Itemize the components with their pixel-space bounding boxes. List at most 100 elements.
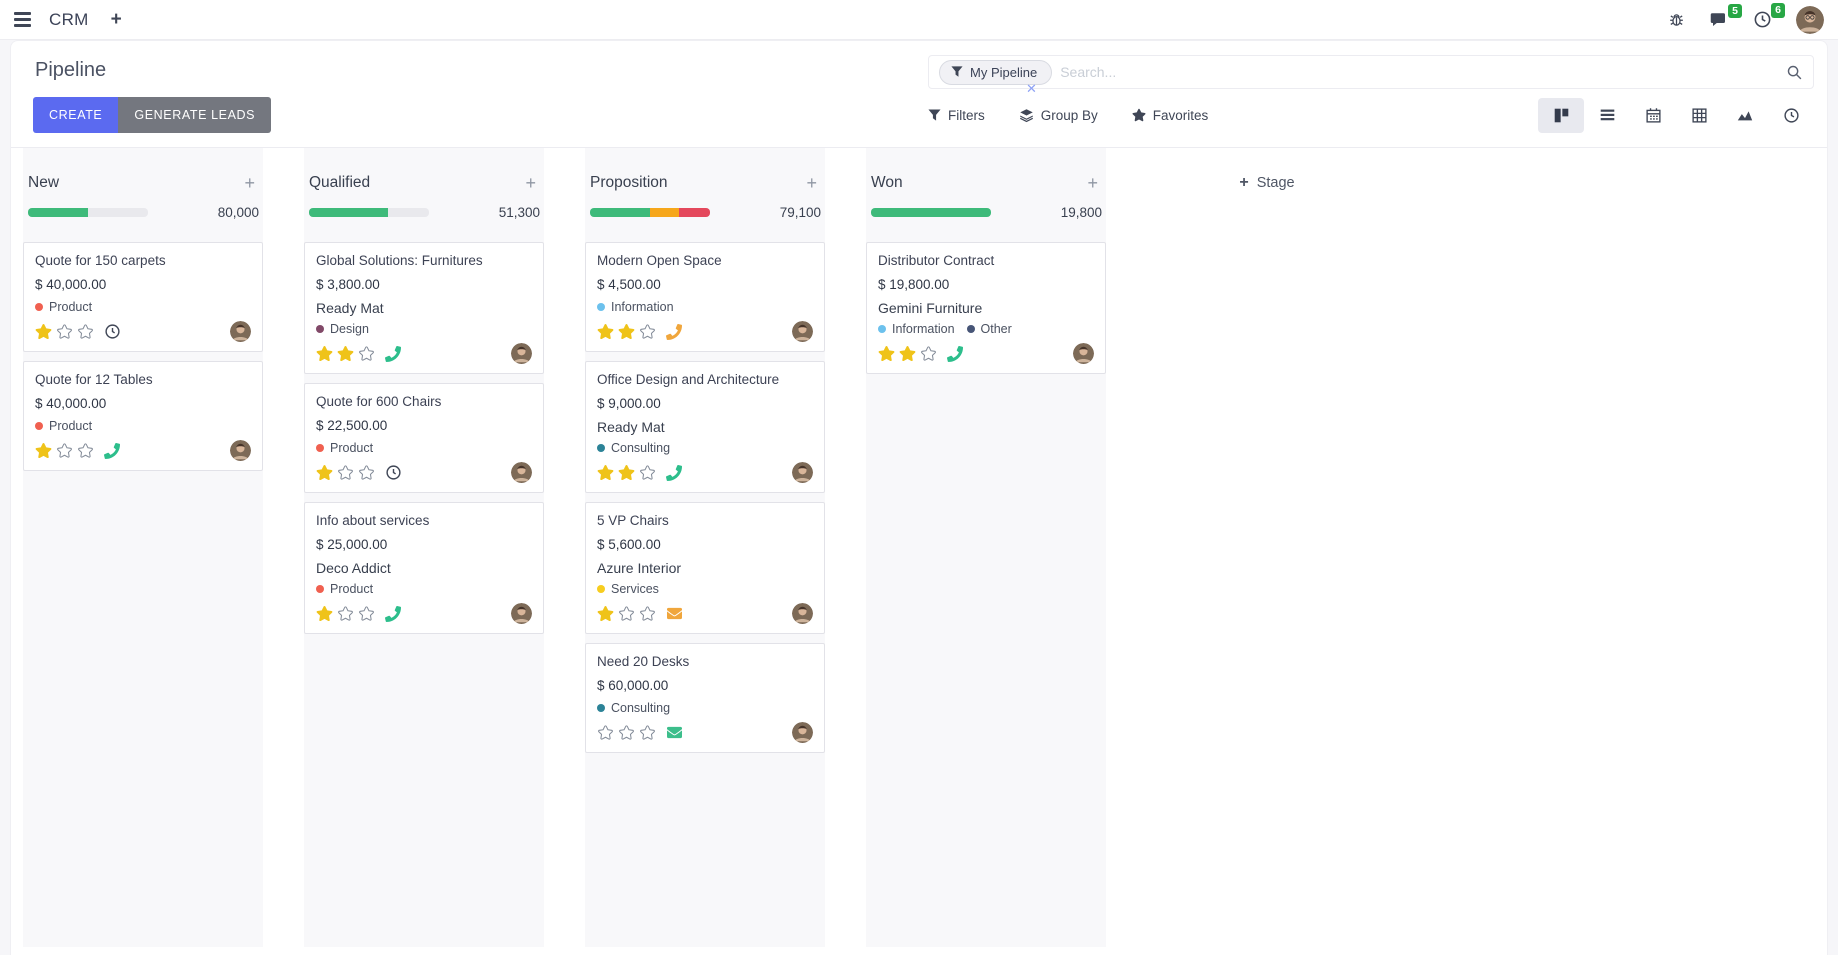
star-empty-icon[interactable] [77,323,94,340]
star-empty-icon[interactable] [56,323,73,340]
salesperson-avatar[interactable] [511,462,532,483]
debug-bug-icon[interactable] [1668,11,1685,28]
kanban-card[interactable]: 5 VP Chairs $ 5,600.00 Azure Interior Servi… [585,502,825,634]
star-empty-icon[interactable] [358,345,375,362]
add-record-icon[interactable]: + [525,173,536,193]
view-switcher [1538,97,1814,133]
kanban-card[interactable]: Modern Open Space $ 4,500.00 Information [585,242,825,352]
activities-clock-icon[interactable]: 6 [1753,3,1785,29]
star-filled-icon[interactable] [597,605,614,622]
kanban-card[interactable]: Need 20 Desks $ 60,000.00 Consulting [585,643,825,753]
search-input[interactable] [1060,64,1786,80]
plus-icon[interactable]: + [110,8,122,30]
salesperson-avatar[interactable] [792,462,813,483]
card-footer [35,440,251,461]
phone-activity-icon[interactable] [104,442,120,459]
star-empty-icon[interactable] [618,605,635,622]
kanban-card[interactable]: Global Solutions: Furnitures $ 3,800.00 Re… [304,242,544,374]
facet-remove-icon[interactable]: ✕ [1026,81,1037,96]
salesperson-avatar[interactable] [792,603,813,624]
salesperson-avatar[interactable] [230,321,251,342]
stage-progress-bar[interactable] [590,208,710,217]
view-calendar-button[interactable] [1630,97,1676,133]
clock-activity-icon[interactable] [385,464,402,481]
envelope-activity-icon[interactable] [666,725,683,740]
kanban-card[interactable]: Info about services $ 25,000.00 Deco Addic… [304,502,544,634]
stage-progress-bar[interactable] [871,208,991,217]
kanban-card[interactable]: Distributor Contract $ 19,800.00 Gemini Fu… [866,242,1106,374]
star-empty-icon[interactable] [56,442,73,459]
star-filled-icon[interactable] [597,323,614,340]
star-filled-icon[interactable] [316,464,333,481]
view-graph-button[interactable] [1722,97,1768,133]
kanban-card[interactable]: Office Design and Architecture $ 9,000.00… [585,361,825,493]
star-filled-icon[interactable] [337,345,354,362]
messages-icon[interactable]: 5 [1709,3,1742,29]
star-empty-icon[interactable] [77,442,94,459]
phone-activity-icon[interactable] [385,345,401,362]
star-empty-icon[interactable] [358,464,375,481]
user-avatar[interactable] [1796,5,1824,34]
star-empty-icon[interactable] [337,464,354,481]
star-filled-icon[interactable] [618,323,635,340]
add-stage-button[interactable]: + Stage [1239,174,1294,192]
star-filled-icon[interactable] [597,464,614,481]
phone-activity-icon[interactable] [666,323,682,340]
salesperson-avatar[interactable] [230,440,251,461]
column-progress-row: 79,100 [585,205,825,220]
search-icon[interactable] [1786,64,1803,81]
add-record-icon[interactable]: + [806,173,817,193]
menu-icon[interactable] [10,8,35,31]
star-filled-icon[interactable] [878,345,895,362]
card-footer [316,343,532,364]
star-filled-icon[interactable] [899,345,916,362]
add-record-icon[interactable]: + [244,173,255,193]
salesperson-avatar[interactable] [792,321,813,342]
view-kanban-button[interactable] [1538,97,1584,133]
star-filled-icon[interactable] [35,323,52,340]
salesperson-avatar[interactable] [511,603,532,624]
phone-activity-icon[interactable] [666,464,682,481]
group-by-menu[interactable]: Group By [1019,108,1098,123]
search-facet-my-pipeline[interactable]: My Pipeline [939,59,1053,85]
kanban-card[interactable]: Quote for 150 carpets $ 40,000.00 Product [23,242,263,352]
priority-stars [597,605,656,622]
star-empty-icon[interactable] [639,724,656,741]
filters-menu[interactable]: Filters [928,108,985,123]
stage-progress-bar[interactable] [28,208,148,217]
clock-activity-icon[interactable] [104,323,121,340]
star-empty-icon[interactable] [337,605,354,622]
graph-view-icon [1737,111,1753,121]
stage-progress-bar[interactable] [309,208,429,217]
app-name[interactable]: CRM [49,9,89,29]
envelope-activity-icon[interactable] [666,606,683,621]
search-bar[interactable]: My Pipeline ✕ [928,55,1814,95]
star-empty-icon[interactable] [358,605,375,622]
create-button[interactable]: CREATE [33,97,119,133]
star-empty-icon[interactable] [597,724,614,741]
star-empty-icon[interactable] [920,345,937,362]
star-empty-icon[interactable] [639,605,656,622]
view-list-button[interactable] [1584,97,1630,133]
star-filled-icon[interactable] [316,605,333,622]
card-tags: Design [316,322,532,336]
salesperson-avatar[interactable] [1073,343,1094,364]
star-filled-icon[interactable] [316,345,333,362]
page-title: Pipeline [35,59,107,81]
view-activity-button[interactable] [1768,97,1814,133]
star-empty-icon[interactable] [618,724,635,741]
kanban-card[interactable]: Quote for 12 Tables $ 40,000.00 Product [23,361,263,471]
salesperson-avatar[interactable] [792,722,813,743]
favorites-menu[interactable]: Favorites [1132,108,1208,123]
star-empty-icon[interactable] [639,323,656,340]
salesperson-avatar[interactable] [511,343,532,364]
star-empty-icon[interactable] [639,464,656,481]
phone-activity-icon[interactable] [385,605,401,622]
kanban-card[interactable]: Quote for 600 Chairs $ 22,500.00 Product [304,383,544,493]
view-pivot-button[interactable] [1676,97,1722,133]
star-filled-icon[interactable] [35,442,52,459]
generate-leads-button[interactable]: GENERATE LEADS [118,97,272,133]
star-filled-icon[interactable] [618,464,635,481]
add-record-icon[interactable]: + [1087,173,1098,193]
phone-activity-icon[interactable] [947,345,963,362]
